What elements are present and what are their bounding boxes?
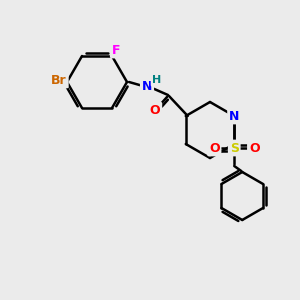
Text: F: F — [112, 44, 120, 56]
Text: Br: Br — [51, 74, 67, 86]
Text: H: H — [152, 75, 162, 85]
Text: S: S — [230, 142, 239, 154]
Text: O: O — [249, 142, 260, 154]
Text: O: O — [150, 103, 160, 116]
Text: N: N — [229, 110, 239, 122]
Text: N: N — [142, 80, 152, 92]
Text: O: O — [209, 142, 220, 154]
